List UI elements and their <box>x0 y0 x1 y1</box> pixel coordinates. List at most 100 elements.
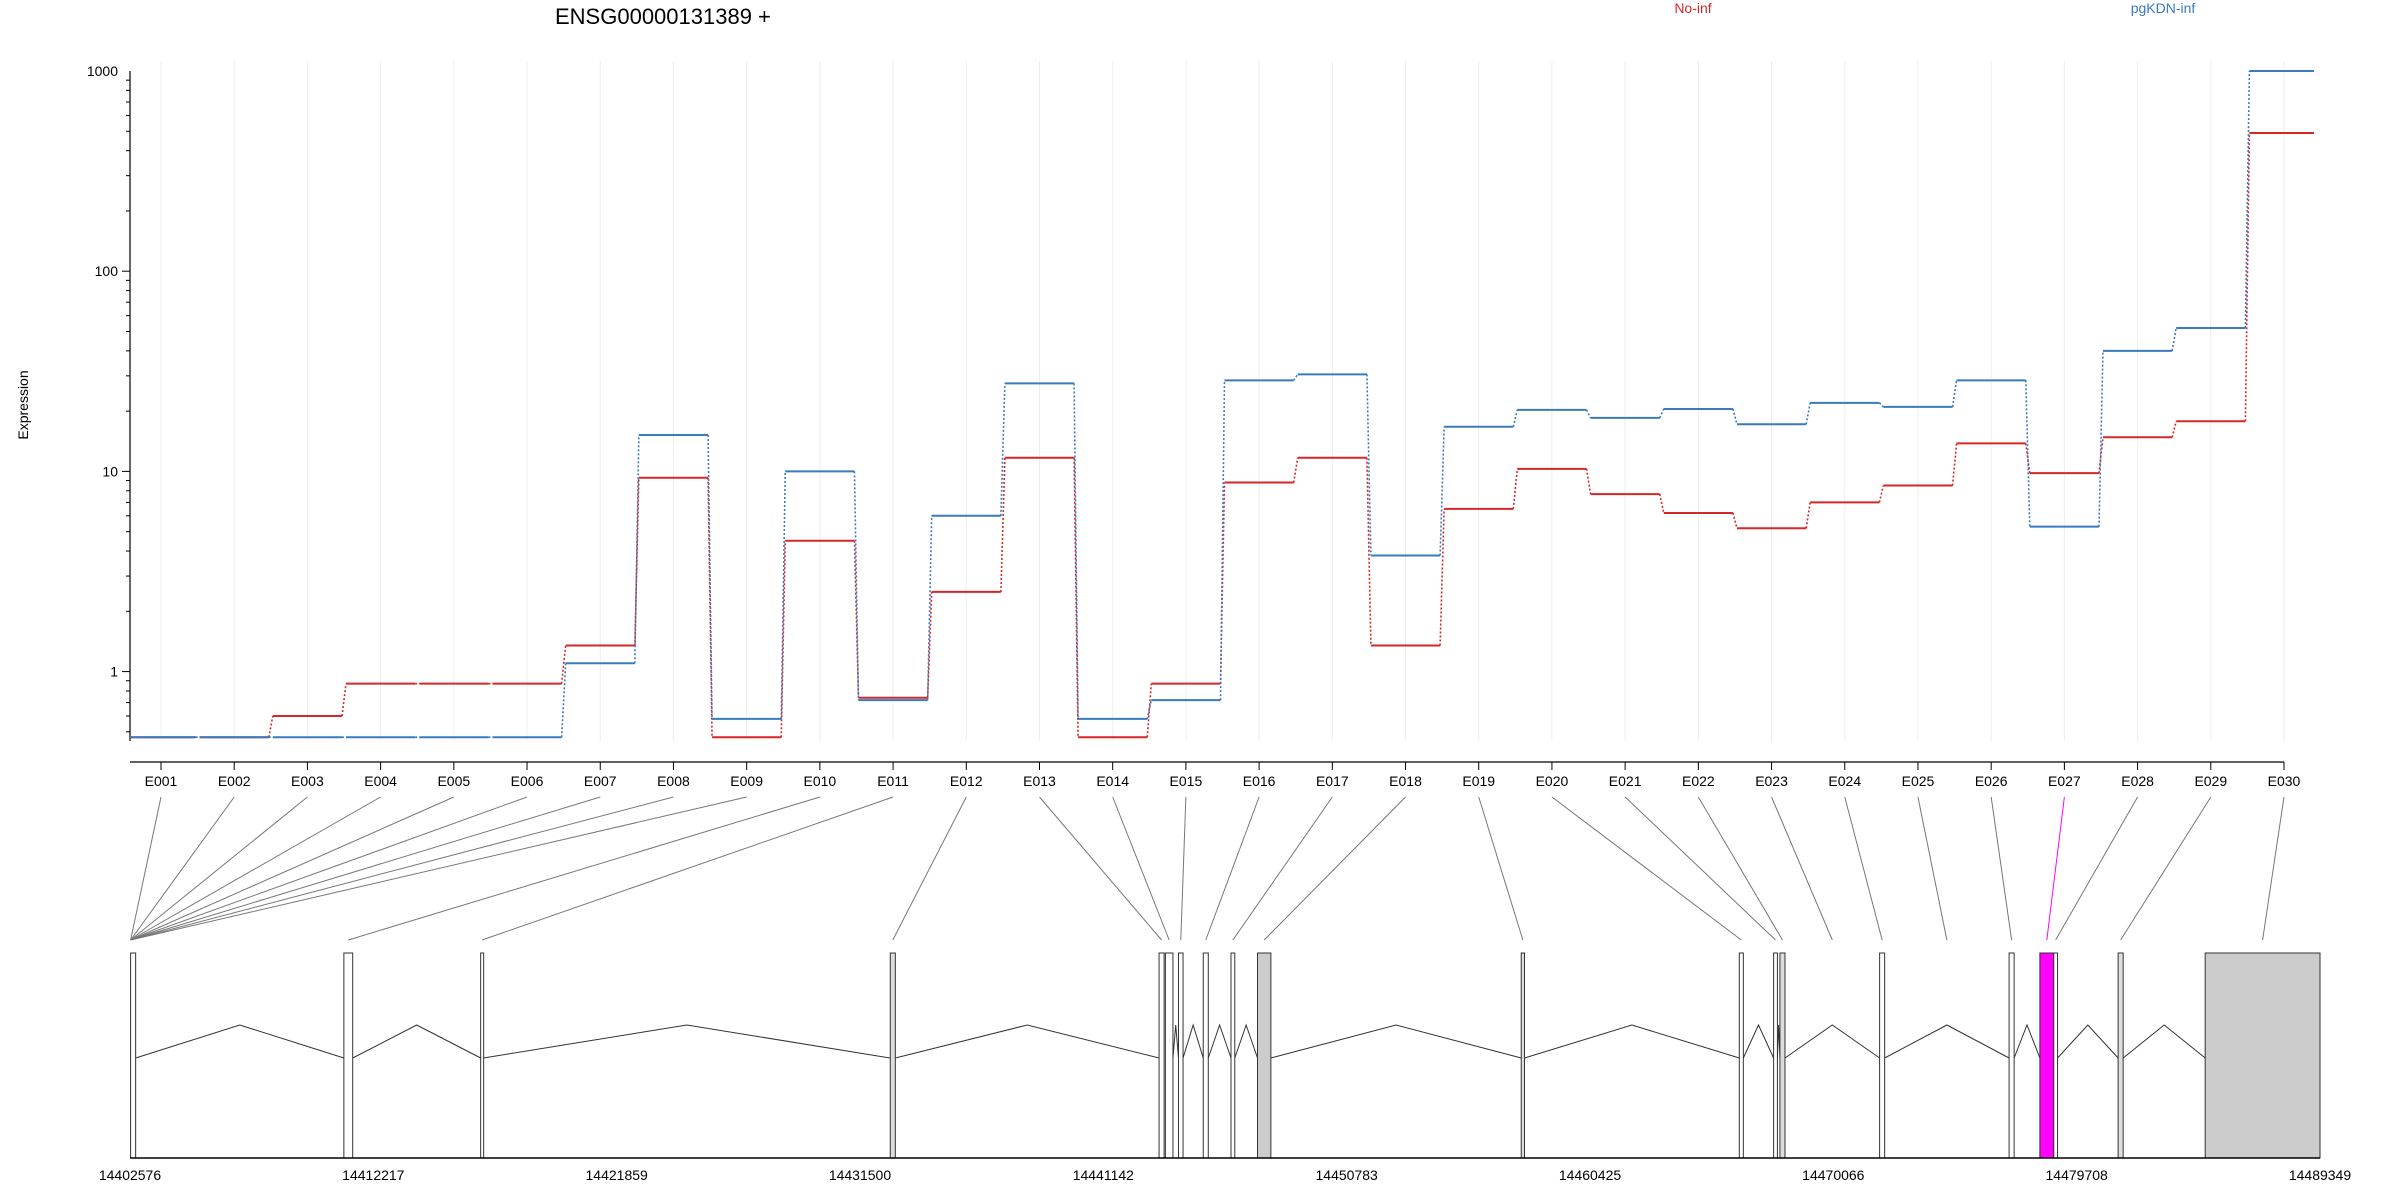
series-connector <box>1219 380 1226 701</box>
exon-connector <box>1551 796 1742 941</box>
x-tick-label: E024 <box>1828 773 1861 789</box>
x-tick-label: E027 <box>2048 773 2081 789</box>
exon-connector <box>130 796 601 941</box>
series-connector <box>1439 426 1445 556</box>
series-connector <box>1805 502 1811 529</box>
exon-e030 <box>2204 952 2321 1159</box>
series-connector <box>1659 408 1665 419</box>
genome-tick-label: 14479708 <box>2046 1167 2109 1183</box>
y-axis-label: Expression <box>15 370 31 439</box>
exon-e029 <box>2117 952 2124 1159</box>
series-connector <box>1366 457 1372 646</box>
exon-e024 <box>1879 952 1886 1159</box>
exon-e028 <box>2053 952 2059 1159</box>
x-tick-label: E022 <box>1682 773 1715 789</box>
intron <box>1884 1024 2010 1059</box>
exon-connector <box>130 796 381 941</box>
x-tick-label: E030 <box>2268 773 2301 789</box>
series-connector <box>1805 402 1811 425</box>
exon-connector <box>1205 796 1260 941</box>
series-connector <box>560 663 567 738</box>
x-tick-label: E002 <box>218 773 251 789</box>
exon-e018 <box>1256 952 1272 1159</box>
exon-connector <box>130 796 308 941</box>
x-tick-label: E011 <box>877 773 909 789</box>
series-connector <box>1512 468 1519 509</box>
exon-e021 <box>1773 952 1778 1159</box>
legend-entry-pgkdn-inf: pgKDN-inf <box>2131 0 2196 16</box>
y-axis: 1 10 100 1000 <box>87 63 131 741</box>
exon-connector <box>1263 796 1406 941</box>
exon-connector <box>130 796 235 941</box>
y-tick-label: 1 <box>110 664 118 680</box>
x-tick-label: E013 <box>1023 773 1056 789</box>
exon-e013 <box>1158 952 1165 1159</box>
series-connector <box>2244 133 2251 422</box>
exon-e026 <box>2008 952 2015 1159</box>
gene-model <box>130 952 2321 1159</box>
exon-connector <box>130 796 528 941</box>
genome-tick-label: 14460425 <box>1559 1167 1622 1183</box>
x-tick-label: E012 <box>950 773 983 789</box>
series-connector <box>707 434 713 719</box>
x-tick-label: E010 <box>804 773 837 789</box>
series-connector <box>560 645 567 684</box>
intron <box>1742 1023 1775 1059</box>
genome-tick-label: 14412217 <box>342 1167 405 1183</box>
intron <box>352 1024 481 1059</box>
x-tick-label: E026 <box>1975 773 2008 789</box>
series-connector <box>926 515 933 701</box>
exon-connector <box>2055 796 2139 941</box>
exon-connector <box>1990 796 2013 941</box>
exon-connector-lines <box>130 796 2285 941</box>
x-tick-label: E005 <box>437 773 470 789</box>
exon-e001 <box>130 952 137 1159</box>
x-tick-label: E009 <box>730 773 763 789</box>
exon-connector <box>2262 796 2285 941</box>
x-tick-label: E019 <box>1462 773 1495 789</box>
x-tick-label: E018 <box>1389 773 1422 789</box>
genome-tick-label: 14441142 <box>1073 1167 1134 1183</box>
series-connector <box>1292 457 1299 483</box>
intron <box>2057 1024 2119 1059</box>
chart-title: ENSG00000131389 + <box>555 4 771 29</box>
y-tick-label: 10 <box>102 463 118 479</box>
exon-connector <box>892 796 967 941</box>
x-tick-label: E006 <box>511 773 544 789</box>
genome-axis: 14402576 14412217 14421859 14431500 14441142… <box>99 1157 2351 1183</box>
intron <box>1234 1023 1258 1059</box>
exon-connector <box>1697 796 1783 941</box>
exon-connector <box>1844 796 1883 941</box>
series-connector <box>1951 443 1958 486</box>
x-tick-label: E025 <box>1902 773 1935 789</box>
series-connector <box>1073 457 1079 738</box>
x-tick-label: E028 <box>2121 773 2154 789</box>
exon-e012 <box>889 952 896 1159</box>
exon-connector <box>130 796 674 941</box>
x-tick-label: E016 <box>1243 773 1276 789</box>
exon-connector <box>481 796 894 941</box>
genome-tick-label: 14431500 <box>829 1167 892 1183</box>
x-tick-label: E020 <box>1536 773 1569 789</box>
genome-tick-label: 14470066 <box>1802 1167 1865 1183</box>
exon-connector <box>348 796 821 941</box>
series-connector <box>1732 512 1738 529</box>
intron <box>483 1024 891 1059</box>
exon-e010 <box>343 952 354 1159</box>
series-connector <box>1512 409 1519 427</box>
y-tick-label: 1000 <box>87 63 118 79</box>
exon-e011 <box>480 952 485 1159</box>
intron <box>1270 1024 1522 1059</box>
series-connector <box>1585 468 1592 495</box>
series-connector <box>1146 699 1153 720</box>
exon-e027 <box>2039 952 2055 1159</box>
exon-connector <box>1771 796 1833 941</box>
series-no-inf <box>130 132 2314 739</box>
genome-tick-label: 14402576 <box>99 1167 162 1183</box>
exon-e019 <box>1520 952 1526 1159</box>
exon-connector <box>130 796 162 941</box>
series-connector <box>268 715 274 738</box>
intron <box>895 1024 1160 1059</box>
x-tick-label: E015 <box>1170 773 1203 789</box>
